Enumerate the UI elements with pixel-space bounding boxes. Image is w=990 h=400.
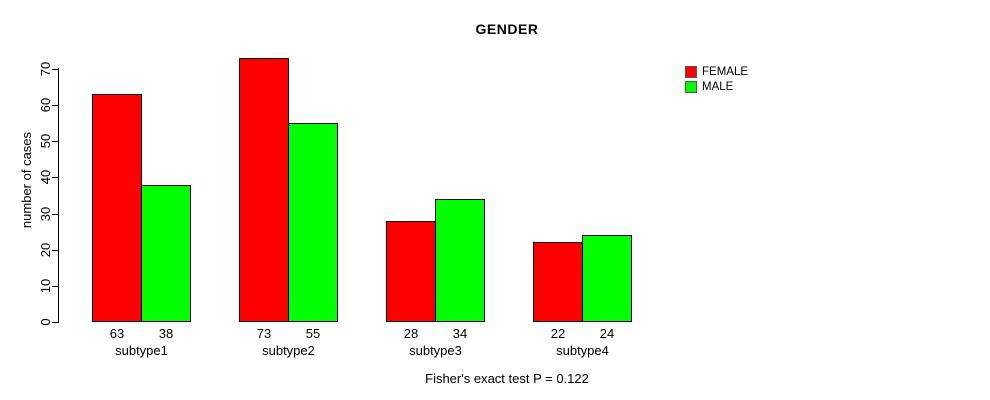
y-tick-mark: [52, 322, 59, 323]
bar-subtype4-female: [533, 242, 583, 322]
bar-value-label: 63: [109, 326, 125, 341]
legend-swatch-male: [685, 80, 697, 93]
legend-swatch-female: [685, 66, 697, 78]
bar-value-label: 73: [256, 326, 272, 341]
y-tick-mark: [52, 69, 59, 70]
y-tick-label: 10: [38, 278, 53, 294]
y-tick-label: 50: [38, 133, 53, 149]
bar-value-label: 28: [403, 326, 419, 341]
bar-value-label: 38: [158, 326, 174, 341]
legend-label: FEMALE: [702, 66, 749, 78]
bar-value-label: 34: [452, 326, 468, 341]
y-tick-mark: [52, 250, 59, 251]
legend-item-female: FEMALE: [685, 65, 748, 79]
y-tick-label: 60: [38, 97, 53, 113]
y-axis-line: [58, 68, 59, 323]
x-category-label: subtype4: [556, 343, 609, 358]
x-category-label: subtype3: [409, 343, 462, 358]
bar-subtype1-male: [141, 185, 191, 322]
y-tick-mark: [52, 141, 59, 142]
bar-subtype4-male: [582, 235, 632, 322]
bar-subtype2-male: [288, 123, 338, 322]
y-tick-label: 70: [38, 61, 53, 77]
y-tick-label: 20: [38, 242, 53, 258]
x-category-label: subtype1: [115, 343, 168, 358]
y-tick-mark: [52, 214, 59, 215]
bar-subtype3-female: [386, 221, 436, 322]
legend-label: MALE: [702, 80, 734, 93]
y-tick-mark: [52, 105, 59, 106]
y-tick-label: 0: [38, 318, 53, 326]
y-tick-mark: [52, 286, 59, 287]
chart-title: GENDER: [475, 21, 539, 37]
legend-item-male: MALE: [685, 80, 733, 94]
bar-value-label: 24: [599, 326, 615, 341]
y-tick-label: 40: [38, 169, 53, 185]
y-tick-mark: [52, 177, 59, 178]
bar-value-label: 55: [305, 326, 321, 341]
bar-subtype1-female: [92, 94, 142, 322]
x-category-label: subtype2: [262, 343, 315, 358]
y-tick-label: 30: [38, 206, 53, 222]
caption-fishers-exact-test: Fisher's exact test P = 0.122: [425, 371, 589, 386]
bar-subtype3-male: [435, 199, 485, 322]
bar-value-label: 22: [550, 326, 566, 341]
y-axis-title: number of cases: [19, 131, 34, 229]
bar-subtype2-female: [239, 58, 289, 322]
